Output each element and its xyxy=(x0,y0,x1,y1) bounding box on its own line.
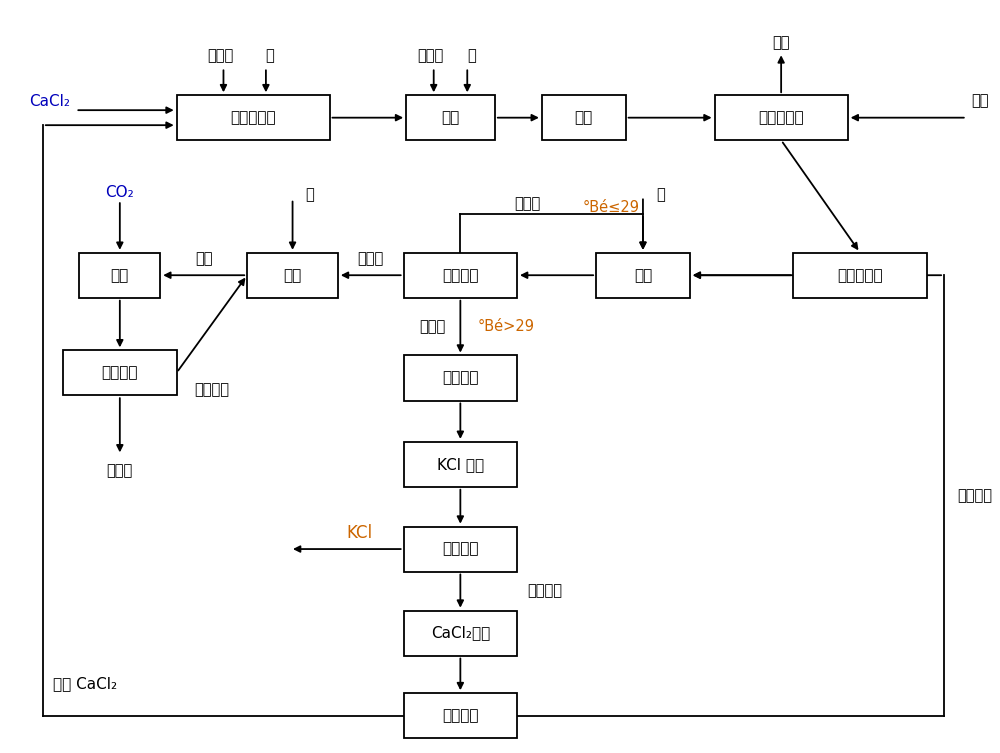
Text: 提钾母液: 提钾母液 xyxy=(527,584,562,599)
Text: 浆料: 浆料 xyxy=(195,252,212,267)
Bar xyxy=(404,253,517,297)
Bar xyxy=(404,611,517,656)
Bar xyxy=(247,253,338,297)
Text: 造球: 造球 xyxy=(441,110,460,125)
Text: 煤: 煤 xyxy=(265,49,274,64)
Text: CO₂: CO₂ xyxy=(105,185,134,200)
Text: 回转窑焙烧: 回转窑焙烧 xyxy=(758,110,804,125)
Text: 浸钾渣: 浸钾渣 xyxy=(358,252,384,267)
Bar xyxy=(406,95,495,140)
Bar xyxy=(596,253,690,297)
Bar xyxy=(177,95,330,140)
Text: 蒸发浓缩: 蒸发浓缩 xyxy=(442,370,479,386)
Text: 固液分离: 固液分离 xyxy=(442,268,479,282)
Bar xyxy=(79,253,160,297)
Text: KCl 结晶: KCl 结晶 xyxy=(437,457,484,472)
Bar xyxy=(542,95,626,140)
Text: 水: 水 xyxy=(305,187,314,202)
Bar xyxy=(793,253,927,297)
Text: 矿化母液: 矿化母液 xyxy=(194,382,229,397)
Bar xyxy=(404,442,517,486)
Text: °Bé≤29: °Bé≤29 xyxy=(582,200,639,215)
Text: 空气: 空气 xyxy=(972,93,989,108)
Text: 调浆: 调浆 xyxy=(283,268,302,282)
Text: °Bé>29: °Bé>29 xyxy=(478,319,535,334)
Text: 矿化: 矿化 xyxy=(111,268,129,282)
Text: 粉磨及干燥: 粉磨及干燥 xyxy=(230,110,276,125)
Text: 浸钾液: 浸钾液 xyxy=(419,319,446,334)
Text: 循环 CaCl₂: 循环 CaCl₂ xyxy=(53,677,117,691)
Text: 浸钾: 浸钾 xyxy=(634,268,652,282)
Text: CaCl₂: CaCl₂ xyxy=(29,93,70,108)
Text: 固液分离: 固液分离 xyxy=(102,365,138,380)
Text: 浸钾液: 浸钾液 xyxy=(514,197,540,212)
Bar xyxy=(715,95,848,140)
Text: 水: 水 xyxy=(656,187,665,202)
Text: 提钙母液: 提钙母液 xyxy=(957,488,992,503)
Text: KCl: KCl xyxy=(346,523,372,541)
Text: CaCl₂结晶: CaCl₂结晶 xyxy=(431,626,490,641)
Bar xyxy=(404,355,517,401)
Text: 尾气: 尾气 xyxy=(772,35,790,50)
Text: 焙烧料破碎: 焙烧料破碎 xyxy=(837,268,883,282)
Text: 矿化渣: 矿化渣 xyxy=(107,463,133,477)
Text: 粘结剂: 粘结剂 xyxy=(418,49,444,64)
Bar xyxy=(63,350,177,395)
Bar xyxy=(404,526,517,572)
Text: 固液分离: 固液分离 xyxy=(442,541,479,556)
Text: 固液分离: 固液分离 xyxy=(442,708,479,723)
Text: 干燥: 干燥 xyxy=(575,110,593,125)
Text: 钾长石: 钾长石 xyxy=(207,49,234,64)
Bar xyxy=(404,693,517,738)
Text: 水: 水 xyxy=(467,49,476,64)
